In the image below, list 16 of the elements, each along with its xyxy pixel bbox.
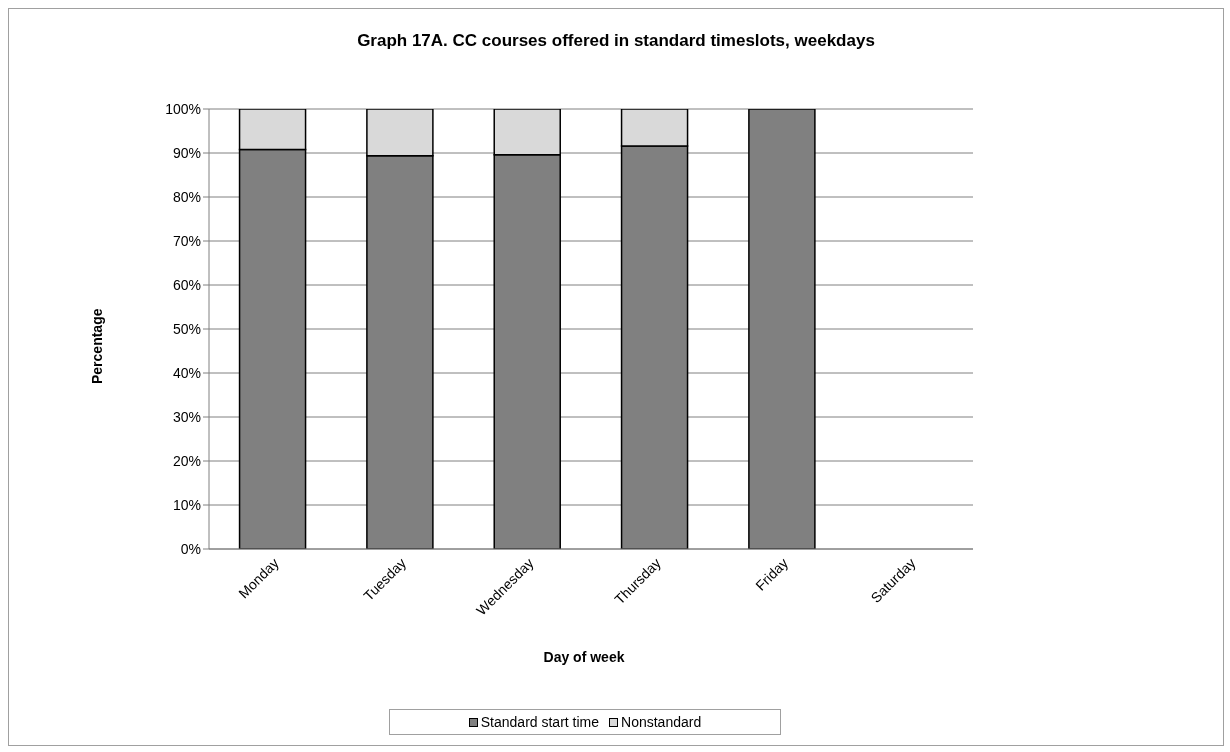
legend-label: Standard start time xyxy=(480,714,600,730)
y-tick-label: 90% xyxy=(172,144,201,161)
y-tick-label: 20% xyxy=(172,452,201,469)
y-tick-label: 100% xyxy=(165,100,201,117)
x-axis-title: Day of week xyxy=(542,649,626,665)
y-tick-label: 0% xyxy=(180,540,201,557)
y-tick-label: 30% xyxy=(172,408,201,425)
legend-label: Nonstandard xyxy=(621,714,702,730)
y-tick-label: 50% xyxy=(172,320,201,337)
y-tick-label: 80% xyxy=(172,188,201,205)
y-tick-label: 10% xyxy=(172,496,201,513)
y-tick-label: 60% xyxy=(172,276,201,293)
chart-title: Graph 17A. CC courses offered in standard timeslots, weekdays xyxy=(356,31,876,51)
y-tick-label: 70% xyxy=(172,232,201,249)
y-axis-title: Percentage xyxy=(89,308,105,384)
y-tick-label: 40% xyxy=(172,364,201,381)
